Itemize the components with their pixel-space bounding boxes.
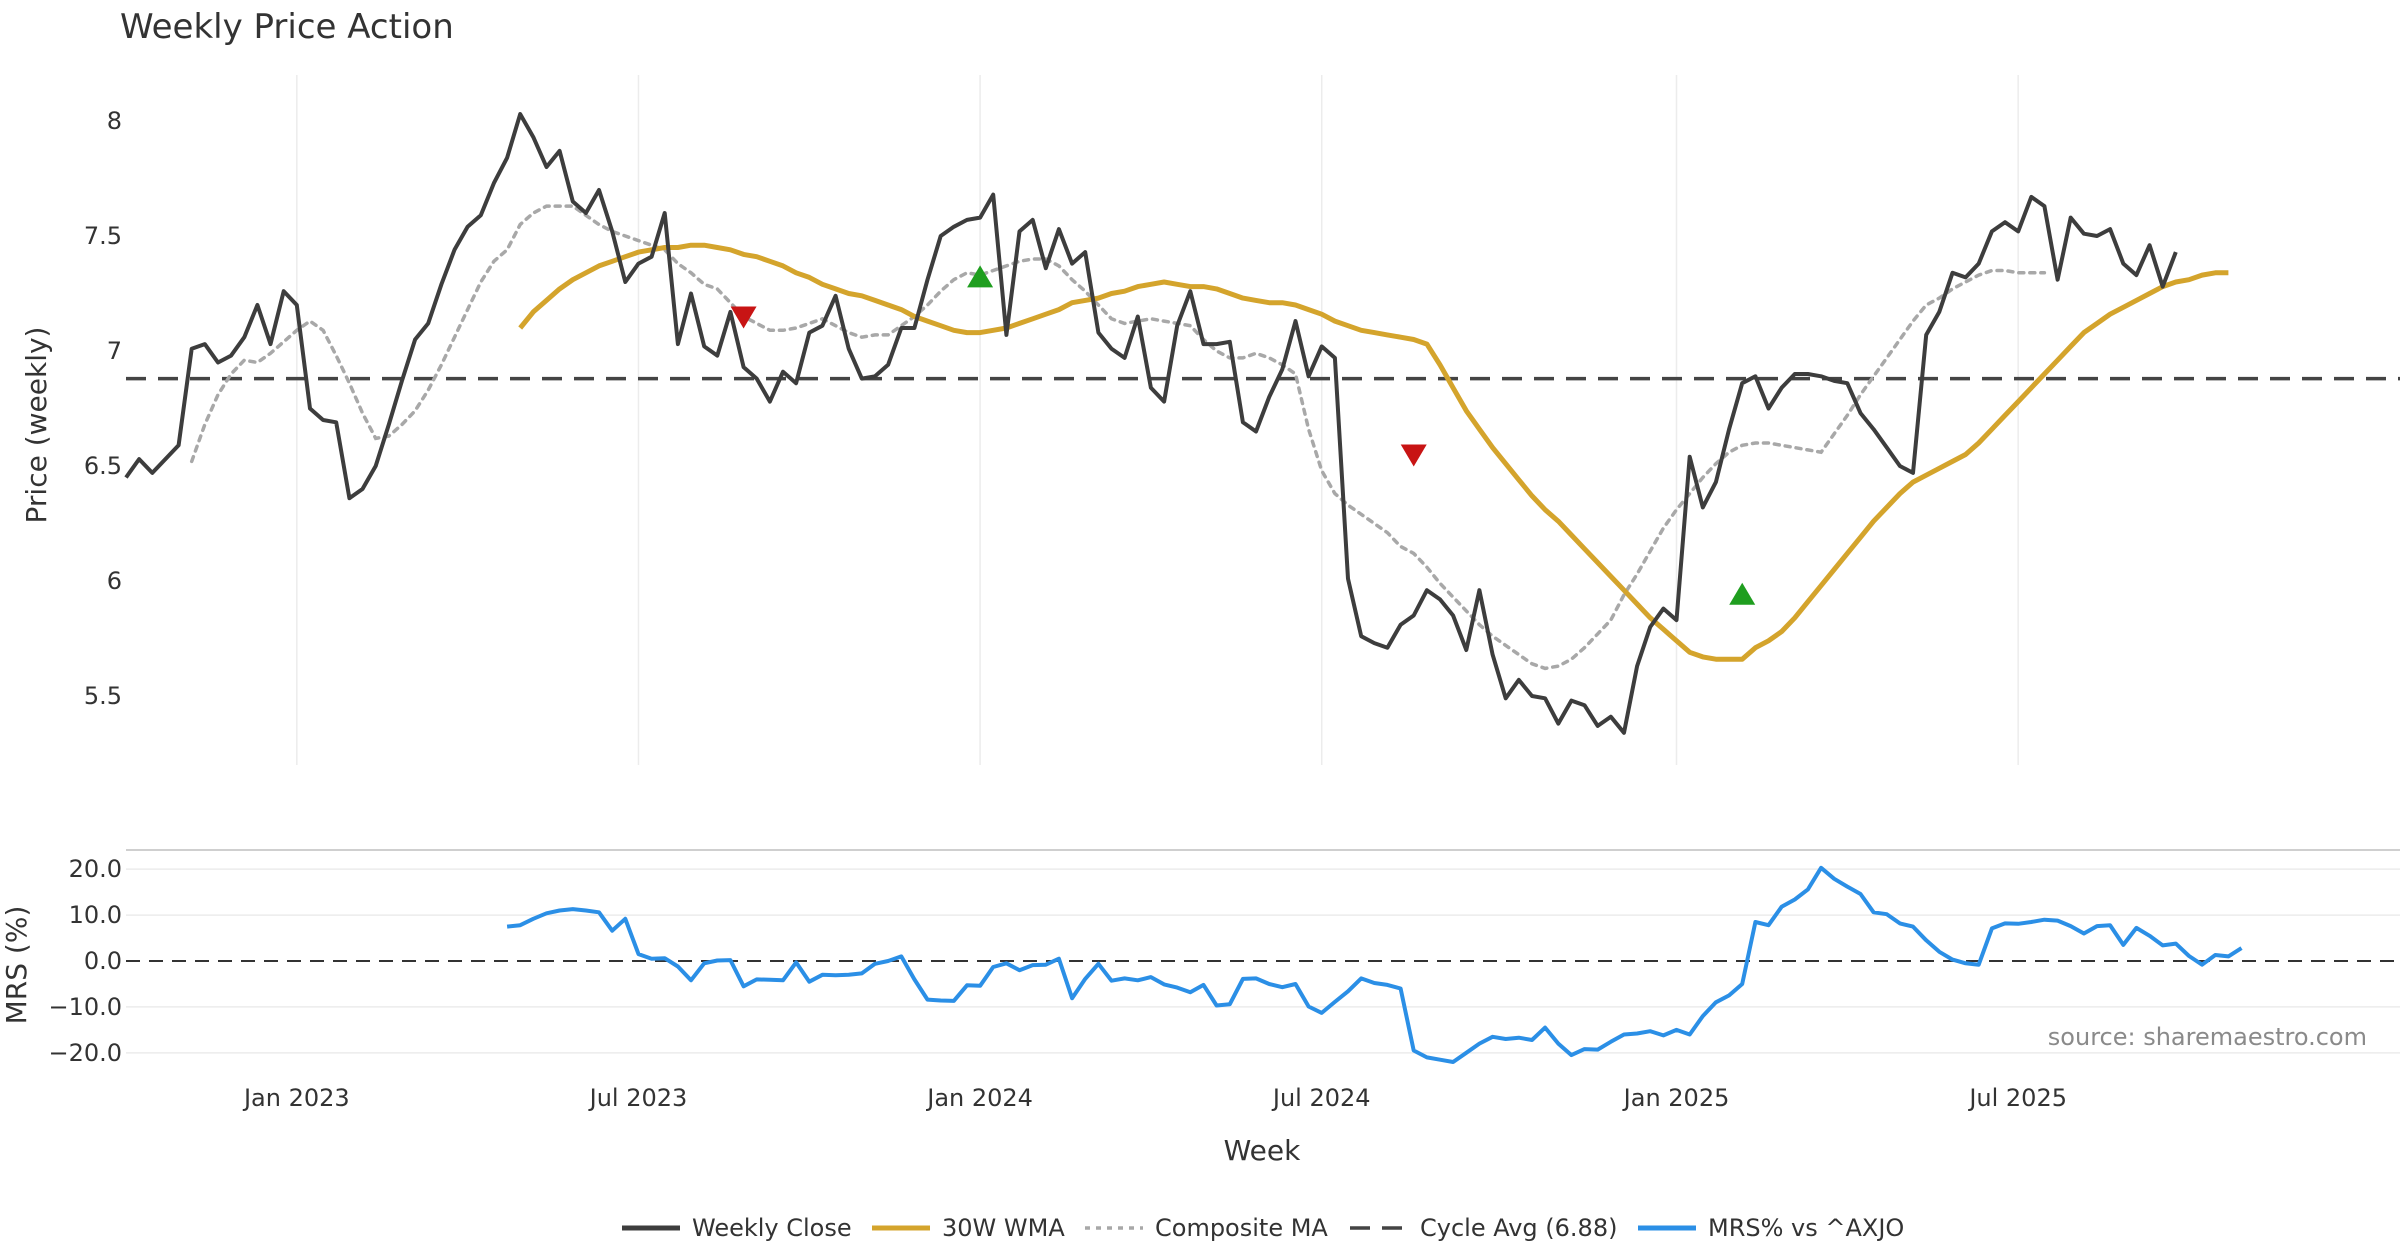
sell-signal-marker bbox=[730, 306, 757, 329]
legend-label: Cycle Avg (6.88) bbox=[1420, 1214, 1617, 1242]
x-tick-label: Jul 2024 bbox=[1271, 1084, 1371, 1112]
x-axis-label: Week bbox=[1224, 1134, 1301, 1167]
x-tick-label: Jan 2023 bbox=[242, 1084, 350, 1112]
mrs-y-tick-label: −10.0 bbox=[48, 993, 122, 1021]
x-tick-label: Jul 2025 bbox=[1967, 1084, 2067, 1112]
x-tick-label: Jan 2025 bbox=[1622, 1084, 1730, 1112]
source-label: source: sharemaestro.com bbox=[2048, 1023, 2367, 1051]
price-y-tick-label: 7.5 bbox=[84, 222, 122, 250]
legend-label: Weekly Close bbox=[692, 1214, 852, 1242]
mrs-line bbox=[506, 865, 2243, 1064]
legend-label: MRS% vs ^AXJO bbox=[1708, 1214, 1904, 1242]
x-tick-label: Jul 2023 bbox=[588, 1084, 688, 1112]
legend-label: 30W WMA bbox=[942, 1214, 1065, 1242]
legend-label: Composite MA bbox=[1155, 1214, 1328, 1242]
buy-signal-marker bbox=[1729, 582, 1756, 605]
price-y-axis: 5.5 6 6.5 7 7.5 8 bbox=[84, 107, 122, 710]
price-y-tick-label: 5.5 bbox=[84, 682, 122, 710]
price-y-tick-label: 6.5 bbox=[84, 452, 122, 480]
mrs-y-axis: 20.0 10.0 0.0 −10.0 −20.0 bbox=[48, 855, 122, 1067]
chart-series bbox=[124, 112, 2400, 1064]
signal-markers bbox=[730, 265, 1756, 605]
price-y-tick-label: 6 bbox=[107, 567, 122, 595]
mrs-y-tick-label: −20.0 bbox=[48, 1039, 122, 1067]
buy-signal-marker bbox=[967, 265, 994, 288]
x-axis: Jan 2023 Jul 2023 Jan 2024 Jul 2024 Jan 2025… bbox=[242, 1084, 2067, 1112]
mrs-y-tick-label: 10.0 bbox=[69, 901, 122, 929]
x-tick-label: Jan 2024 bbox=[925, 1084, 1033, 1112]
mrs-y-tick-label: 0.0 bbox=[84, 947, 122, 975]
price-y-axis-label: Price (weekly) bbox=[20, 327, 53, 524]
mrs-y-tick-label: 20.0 bbox=[69, 855, 122, 883]
mrs-panel-gridlines bbox=[126, 849, 2400, 1054]
wma-30w-line bbox=[518, 242, 2229, 662]
price-panel-gridlines bbox=[296, 75, 2019, 765]
legend: Weekly Close 30W WMA Composite MA Cycle Avg… bbox=[622, 1214, 1904, 1242]
weekly-close-line bbox=[124, 112, 2178, 735]
sell-signal-marker bbox=[1400, 444, 1427, 467]
chart-title: Weekly Price Action bbox=[120, 7, 454, 47]
mrs-y-axis-label: MRS (%) bbox=[0, 906, 33, 1025]
price-y-tick-label: 7 bbox=[107, 337, 122, 365]
composite-ma-line bbox=[189, 204, 2047, 671]
price-y-tick-label: 8 bbox=[107, 107, 122, 135]
